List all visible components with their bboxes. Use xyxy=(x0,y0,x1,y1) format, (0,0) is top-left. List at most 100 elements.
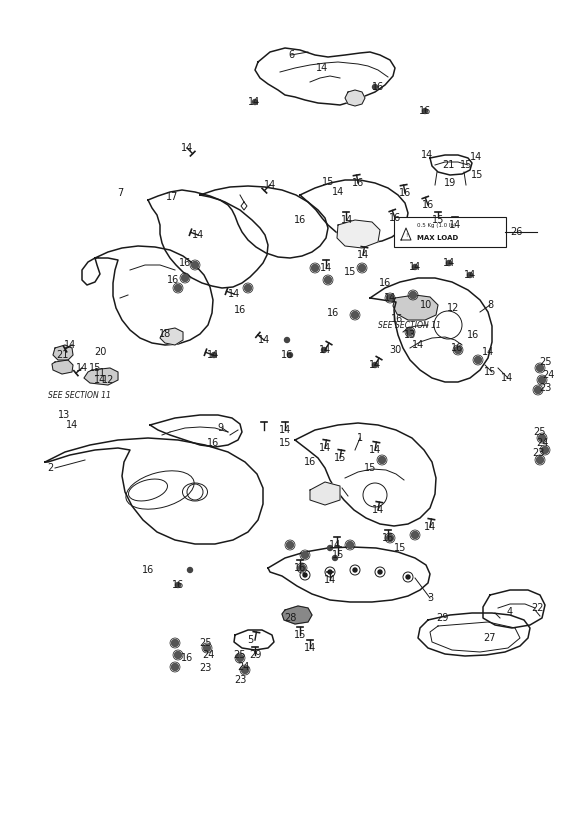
Text: 13: 13 xyxy=(404,330,416,340)
Text: 10: 10 xyxy=(420,300,432,310)
Polygon shape xyxy=(337,220,380,248)
Circle shape xyxy=(413,265,417,269)
Polygon shape xyxy=(234,630,274,650)
Text: 15: 15 xyxy=(332,550,344,560)
Polygon shape xyxy=(310,482,340,505)
Text: 16: 16 xyxy=(379,278,391,288)
Circle shape xyxy=(359,265,366,271)
Text: 14: 14 xyxy=(470,152,482,162)
Text: 15: 15 xyxy=(322,177,334,187)
Circle shape xyxy=(539,377,546,383)
Text: 16: 16 xyxy=(181,653,193,663)
Text: 1: 1 xyxy=(357,433,363,443)
Text: 16: 16 xyxy=(372,82,384,92)
Circle shape xyxy=(171,639,178,647)
Text: 5: 5 xyxy=(247,635,253,645)
Text: 0.5 Kg (1.0 lb): 0.5 Kg (1.0 lb) xyxy=(417,223,456,228)
Circle shape xyxy=(535,386,542,394)
Text: 15: 15 xyxy=(394,543,406,553)
Circle shape xyxy=(287,353,293,358)
Text: 14: 14 xyxy=(319,443,331,453)
Text: 14: 14 xyxy=(372,505,384,515)
Text: 14: 14 xyxy=(207,350,219,360)
Polygon shape xyxy=(150,415,242,447)
Circle shape xyxy=(373,85,378,90)
Text: 16: 16 xyxy=(179,258,191,268)
Circle shape xyxy=(244,284,251,292)
Circle shape xyxy=(423,109,427,114)
Text: 12: 12 xyxy=(102,375,114,385)
Text: 4: 4 xyxy=(507,607,513,617)
Circle shape xyxy=(303,573,307,577)
Circle shape xyxy=(536,364,543,372)
FancyBboxPatch shape xyxy=(394,217,506,247)
Polygon shape xyxy=(300,180,408,243)
Text: 16: 16 xyxy=(391,314,403,324)
Text: 16: 16 xyxy=(327,308,339,318)
Text: 14: 14 xyxy=(324,575,336,585)
Text: 14: 14 xyxy=(369,360,381,370)
Circle shape xyxy=(475,357,482,363)
Text: 14: 14 xyxy=(341,215,353,225)
Circle shape xyxy=(373,363,378,368)
Circle shape xyxy=(352,311,359,319)
Text: 14: 14 xyxy=(409,262,421,272)
Text: 14: 14 xyxy=(264,180,276,190)
Text: 15: 15 xyxy=(344,267,356,277)
Text: 26: 26 xyxy=(510,227,522,237)
Text: 16: 16 xyxy=(399,188,411,198)
Text: 18: 18 xyxy=(159,329,171,339)
Text: 14: 14 xyxy=(279,425,291,435)
Text: 15: 15 xyxy=(294,630,306,640)
Text: 23: 23 xyxy=(199,663,211,673)
Circle shape xyxy=(252,100,258,105)
Text: 13: 13 xyxy=(58,410,70,420)
Text: 16: 16 xyxy=(281,350,293,360)
Text: 25: 25 xyxy=(539,357,552,367)
Text: 11: 11 xyxy=(94,368,106,378)
Text: 15: 15 xyxy=(334,453,346,463)
Circle shape xyxy=(298,564,305,572)
Text: 29: 29 xyxy=(436,613,448,623)
Text: 9: 9 xyxy=(217,423,223,433)
Circle shape xyxy=(188,568,192,573)
Text: 14: 14 xyxy=(384,293,396,303)
Text: 30: 30 xyxy=(389,345,401,355)
Text: 25: 25 xyxy=(234,650,246,660)
Text: 14: 14 xyxy=(66,420,78,430)
Text: 14: 14 xyxy=(319,345,331,355)
Circle shape xyxy=(353,568,357,572)
Text: 24: 24 xyxy=(237,662,249,672)
Text: 16: 16 xyxy=(167,275,179,285)
Text: 23: 23 xyxy=(234,675,246,685)
Text: MAX LOAD: MAX LOAD xyxy=(417,235,458,241)
Polygon shape xyxy=(370,278,492,382)
Circle shape xyxy=(387,294,394,302)
Text: 16: 16 xyxy=(172,580,184,590)
Text: 27: 27 xyxy=(484,633,496,643)
Circle shape xyxy=(447,260,451,265)
Polygon shape xyxy=(95,246,213,345)
Circle shape xyxy=(539,434,546,442)
Text: 14: 14 xyxy=(64,340,76,350)
Circle shape xyxy=(346,541,353,549)
Polygon shape xyxy=(84,368,118,385)
Text: 14: 14 xyxy=(320,263,332,273)
Circle shape xyxy=(412,531,419,539)
Text: 14: 14 xyxy=(501,373,513,383)
Text: 28: 28 xyxy=(284,613,296,623)
Circle shape xyxy=(406,575,410,579)
Circle shape xyxy=(542,447,549,453)
Polygon shape xyxy=(148,190,268,288)
Text: 16: 16 xyxy=(422,200,434,210)
Text: SEE SECTION 11: SEE SECTION 11 xyxy=(378,321,441,330)
Circle shape xyxy=(409,292,416,298)
Text: 22: 22 xyxy=(532,603,545,613)
Text: 16: 16 xyxy=(389,213,401,223)
Circle shape xyxy=(212,353,216,358)
Text: 15: 15 xyxy=(471,170,483,180)
Polygon shape xyxy=(52,360,73,374)
Text: 15: 15 xyxy=(432,215,444,225)
Text: 16: 16 xyxy=(207,438,219,448)
Text: 14: 14 xyxy=(94,375,106,385)
